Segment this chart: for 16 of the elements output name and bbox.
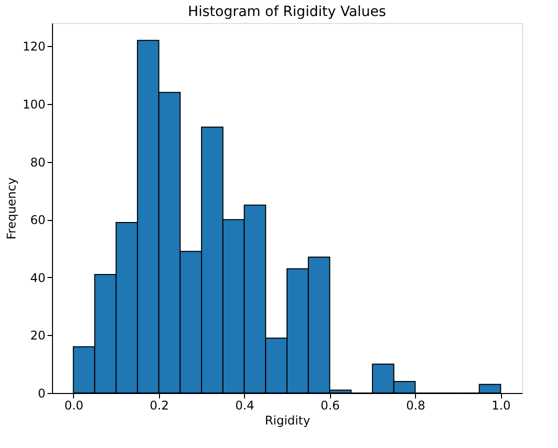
x-tick-label: 0.0 bbox=[64, 398, 84, 412]
y-tick-label: 80 bbox=[30, 155, 46, 170]
y-tick-label: 60 bbox=[30, 213, 46, 228]
x-tick-label: 0.8 bbox=[406, 398, 426, 412]
y-tick-label: 100 bbox=[22, 97, 46, 112]
x-tick-label: 0.6 bbox=[320, 398, 340, 412]
chart-title: Histogram of Rigidity Values bbox=[188, 4, 386, 20]
x-tick-label: 0.2 bbox=[150, 398, 169, 412]
y-tick-label: 120 bbox=[22, 40, 46, 54]
y-tick-label: 40 bbox=[30, 270, 46, 285]
x-tick-label: 1.0 bbox=[492, 398, 511, 412]
x-tick-label: 0.4 bbox=[235, 398, 254, 412]
x-axis-title: Rigidity bbox=[264, 414, 310, 428]
y-tick-label: 20 bbox=[30, 328, 46, 343]
y-tick-label: 0 bbox=[38, 386, 46, 400]
y-axis-title: Frequency bbox=[4, 178, 19, 240]
